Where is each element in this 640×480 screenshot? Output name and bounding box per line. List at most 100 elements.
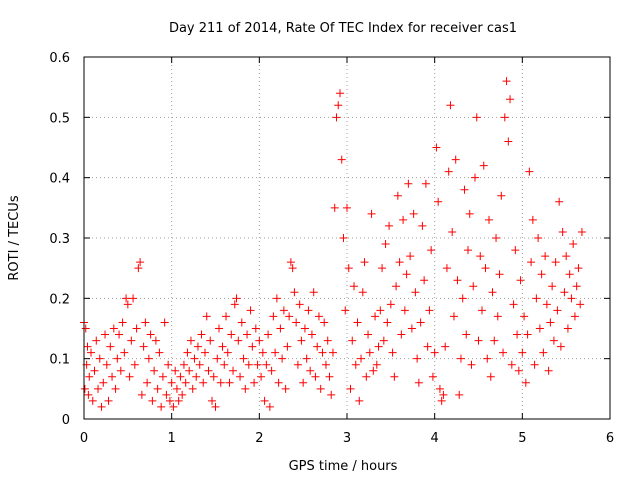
y-tick-label: 0.3 (49, 232, 70, 247)
data-point (541, 252, 550, 261)
x-tick-label: 6 (606, 431, 614, 446)
data-point (502, 77, 511, 86)
data-point (399, 215, 408, 224)
x-tick-label: 4 (431, 431, 439, 446)
data-point (165, 396, 174, 405)
data-point (213, 354, 222, 363)
data-point (376, 306, 385, 315)
data-point (274, 378, 283, 387)
x-tick-label: 2 (255, 431, 263, 446)
data-point (285, 312, 294, 321)
data-point (337, 155, 346, 164)
data-point (390, 372, 399, 381)
data-point (222, 312, 231, 321)
data-point (104, 396, 113, 405)
data-point (530, 360, 539, 369)
data-point (343, 203, 351, 212)
data-point (148, 396, 157, 405)
data-point (549, 336, 558, 345)
data-point (423, 342, 432, 351)
data-point (111, 384, 120, 393)
data-point (406, 252, 415, 261)
data-point (251, 324, 260, 333)
data-point (446, 101, 455, 110)
data-point (87, 348, 96, 357)
data-point (286, 258, 295, 267)
data-point (181, 378, 190, 387)
data-point (548, 282, 557, 291)
data-point (553, 306, 562, 315)
data-point (520, 312, 529, 321)
data-point (137, 390, 146, 399)
data-point (318, 348, 327, 357)
data-point (523, 330, 532, 339)
data-point (258, 348, 267, 357)
data-point (185, 366, 194, 375)
data-point (309, 288, 318, 297)
data-point (411, 288, 420, 297)
data-point (206, 336, 215, 345)
data-point (195, 360, 204, 369)
data-point (430, 348, 439, 357)
data-point (346, 384, 355, 393)
data-point (374, 342, 383, 351)
data-point (176, 372, 185, 381)
data-point (229, 366, 238, 375)
data-point (514, 366, 523, 375)
data-point (334, 101, 343, 110)
data-point (414, 378, 423, 387)
data-point (379, 336, 388, 345)
data-point (267, 366, 276, 375)
data-point (418, 221, 427, 230)
data-point (572, 282, 581, 291)
data-point (92, 336, 101, 345)
data-point (169, 402, 178, 411)
data-point (563, 324, 572, 333)
data-point (353, 318, 362, 327)
data-point (444, 167, 453, 176)
data-point (246, 306, 255, 315)
data-point (313, 342, 322, 351)
data-point (130, 360, 139, 369)
data-points (80, 77, 586, 411)
data-point (463, 246, 472, 255)
data-point (504, 137, 513, 146)
data-point (341, 306, 350, 315)
data-point (306, 366, 315, 375)
data-point (521, 378, 530, 387)
data-point (565, 270, 574, 279)
data-point (432, 143, 441, 152)
data-point (204, 366, 213, 375)
data-point (462, 330, 471, 339)
data-point (472, 113, 481, 122)
data-point (497, 191, 506, 200)
data-point (369, 366, 378, 375)
data-point (237, 318, 246, 327)
data-point (562, 252, 571, 261)
data-point (467, 360, 476, 369)
data-point (448, 227, 457, 236)
data-point (385, 221, 394, 230)
data-point (407, 324, 416, 333)
data-point (511, 246, 520, 255)
data-point (272, 294, 281, 303)
data-point (420, 276, 429, 285)
data-point (120, 348, 129, 357)
data-point (455, 390, 464, 399)
data-point (122, 294, 131, 303)
y-tick-labels: 0 0.1 0.2 0.3 0.4 0.5 0.6 (49, 51, 70, 428)
data-point (283, 342, 292, 351)
data-point (293, 360, 302, 369)
data-point (132, 324, 141, 333)
data-point (171, 366, 180, 375)
data-point (155, 348, 164, 357)
data-point (362, 372, 371, 381)
data-point (179, 360, 188, 369)
data-point (281, 384, 290, 393)
data-point (244, 360, 253, 369)
data-point (499, 348, 508, 357)
data-point (193, 342, 202, 351)
data-point (290, 288, 299, 297)
data-point (304, 306, 313, 315)
